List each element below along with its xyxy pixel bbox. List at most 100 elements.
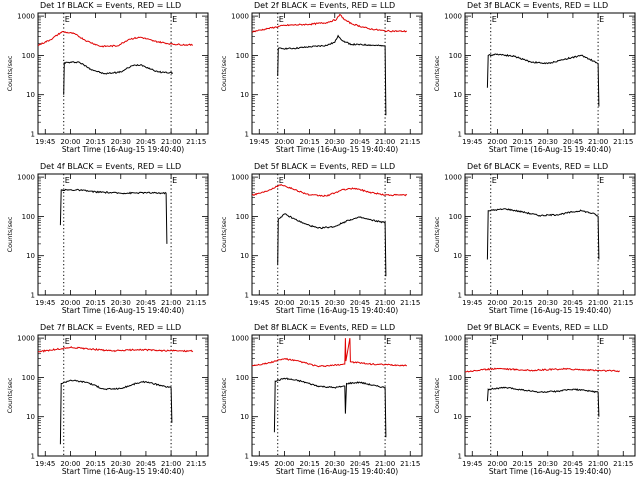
x-axis-label: Start Time (16-Aug-15 19:40:40) bbox=[276, 306, 398, 315]
x-tick-label: 20:30 bbox=[538, 138, 558, 146]
y-tick-label: 10 bbox=[240, 252, 249, 260]
events-series-line bbox=[486, 386, 600, 417]
x-tick-label: 20:00 bbox=[487, 299, 507, 307]
x-tick-label: 21:00 bbox=[588, 460, 608, 468]
x-tick-label: 20:15 bbox=[86, 460, 106, 468]
x-tick-label: 19:45 bbox=[35, 299, 55, 307]
x-tick-label: 20:30 bbox=[325, 138, 345, 146]
x-tick-label: 20:00 bbox=[274, 299, 294, 307]
y-axis-label: Counts/sec bbox=[220, 216, 228, 252]
x-tick-label: 20:30 bbox=[538, 460, 558, 468]
event-marker-label: E bbox=[599, 337, 604, 346]
x-tick-label: 21:15 bbox=[613, 299, 633, 307]
x-tick-label: 20:15 bbox=[513, 299, 533, 307]
events-series-line bbox=[59, 188, 168, 244]
y-tick-label: 1000 bbox=[444, 13, 462, 21]
x-tick-label: 21:00 bbox=[588, 138, 608, 146]
y-tick-label: 10 bbox=[453, 91, 462, 99]
plot-frame bbox=[251, 12, 423, 135]
y-tick-label: 10 bbox=[26, 91, 35, 99]
event-marker-label: E bbox=[599, 15, 604, 24]
x-tick-label: 20:45 bbox=[350, 138, 370, 146]
x-tick-label: 21:00 bbox=[375, 460, 395, 468]
x-tick-label: 19:45 bbox=[462, 138, 482, 146]
x-tick-label: 21:00 bbox=[161, 460, 181, 468]
y-tick-label: 10 bbox=[26, 413, 35, 421]
x-tick-label: 19:45 bbox=[35, 138, 55, 146]
plot-frame bbox=[464, 173, 636, 296]
event-marker-label: E bbox=[279, 337, 284, 346]
x-tick-label: 21:00 bbox=[375, 299, 395, 307]
event-marker-label: E bbox=[599, 176, 604, 185]
panel-8: Det 8f BLACK = Events, RED = LLD 1 10 100 10… bbox=[220, 323, 423, 476]
y-tick-label: 1 bbox=[458, 292, 462, 300]
x-tick-label: 20:00 bbox=[60, 138, 80, 146]
x-tick-label: 20:15 bbox=[300, 138, 320, 146]
y-tick-label: 10 bbox=[240, 91, 249, 99]
y-tick-label: 1 bbox=[31, 292, 35, 300]
y-tick-label: 10 bbox=[26, 252, 35, 260]
events-series-line bbox=[486, 208, 600, 260]
event-marker-label: E bbox=[172, 15, 177, 24]
x-tick-label: 19:45 bbox=[249, 460, 269, 468]
x-tick-label: 20:30 bbox=[325, 460, 345, 468]
x-tick-label: 20:00 bbox=[60, 460, 80, 468]
lld-series-line bbox=[252, 183, 408, 197]
y-tick-label: 100 bbox=[22, 52, 35, 60]
x-axis-label: Start Time (16-Aug-15 19:40:40) bbox=[62, 467, 184, 476]
x-tick-label: 21:15 bbox=[186, 299, 206, 307]
x-tick-label: 19:45 bbox=[462, 460, 482, 468]
x-tick-label: 20:45 bbox=[350, 460, 370, 468]
panel-title: Det 7f BLACK = Events, RED = LLD bbox=[40, 323, 181, 332]
x-tick-label: 20:45 bbox=[350, 299, 370, 307]
event-marker-label: E bbox=[492, 15, 497, 24]
x-tick-label: 21:00 bbox=[588, 299, 608, 307]
panel-title: Det 3f BLACK = Events, RED = LLD bbox=[467, 1, 608, 10]
y-tick-label: 10 bbox=[453, 413, 462, 421]
panel-3: Det 3f BLACK = Events, RED = LLD 1 10 100 10… bbox=[433, 1, 636, 154]
event-marker-label: E bbox=[386, 15, 391, 24]
x-tick-label: 20:15 bbox=[513, 138, 533, 146]
x-tick-label: 21:00 bbox=[375, 138, 395, 146]
x-tick-label: 21:00 bbox=[161, 138, 181, 146]
panel-title: Det 9f BLACK = Events, RED = LLD bbox=[467, 323, 608, 332]
x-tick-label: 20:15 bbox=[86, 138, 106, 146]
plot-frame bbox=[251, 334, 423, 457]
y-tick-label: 1 bbox=[458, 131, 462, 139]
y-tick-label: 1 bbox=[245, 131, 249, 139]
y-tick-label: 100 bbox=[22, 374, 35, 382]
event-marker-label: E bbox=[172, 176, 177, 185]
x-axis-label: Start Time (16-Aug-15 19:40:40) bbox=[276, 467, 398, 476]
panel-title: Det 8f BLACK = Events, RED = LLD bbox=[254, 323, 395, 332]
plot-frame bbox=[464, 334, 636, 457]
x-tick-label: 19:45 bbox=[35, 460, 55, 468]
y-tick-label: 1000 bbox=[444, 174, 462, 182]
panel-title: Det 5f BLACK = Events, RED = LLD bbox=[254, 162, 395, 171]
y-tick-label: 100 bbox=[236, 52, 249, 60]
x-tick-label: 20:15 bbox=[300, 299, 320, 307]
y-tick-label: 10 bbox=[240, 413, 249, 421]
x-tick-label: 20:15 bbox=[86, 299, 106, 307]
x-tick-label: 20:15 bbox=[513, 460, 533, 468]
x-tick-label: 20:30 bbox=[538, 299, 558, 307]
y-tick-label: 1000 bbox=[17, 13, 35, 21]
y-tick-label: 100 bbox=[449, 374, 462, 382]
x-tick-label: 19:45 bbox=[249, 299, 269, 307]
x-axis-label: Start Time (16-Aug-15 19:40:40) bbox=[62, 306, 184, 315]
plot-frame bbox=[37, 173, 209, 296]
x-tick-label: 20:30 bbox=[111, 138, 131, 146]
panel-2: Det 2f BLACK = Events, RED = LLD 1 10 100 10… bbox=[220, 1, 423, 154]
x-axis-label: Start Time (16-Aug-15 19:40:40) bbox=[489, 306, 611, 315]
x-tick-label: 21:15 bbox=[400, 299, 420, 307]
x-tick-label: 20:45 bbox=[136, 299, 156, 307]
events-series-line bbox=[273, 377, 387, 438]
event-marker-label: E bbox=[279, 176, 284, 185]
y-tick-label: 1000 bbox=[231, 13, 249, 21]
event-marker-label: E bbox=[172, 337, 177, 346]
y-tick-label: 1 bbox=[31, 131, 35, 139]
panel-1: Det 1f BLACK = Events, RED = LLD 1 10 100 10… bbox=[6, 1, 209, 154]
y-tick-label: 100 bbox=[449, 213, 462, 221]
panel-title: Det 1f BLACK = Events, RED = LLD bbox=[40, 1, 181, 10]
